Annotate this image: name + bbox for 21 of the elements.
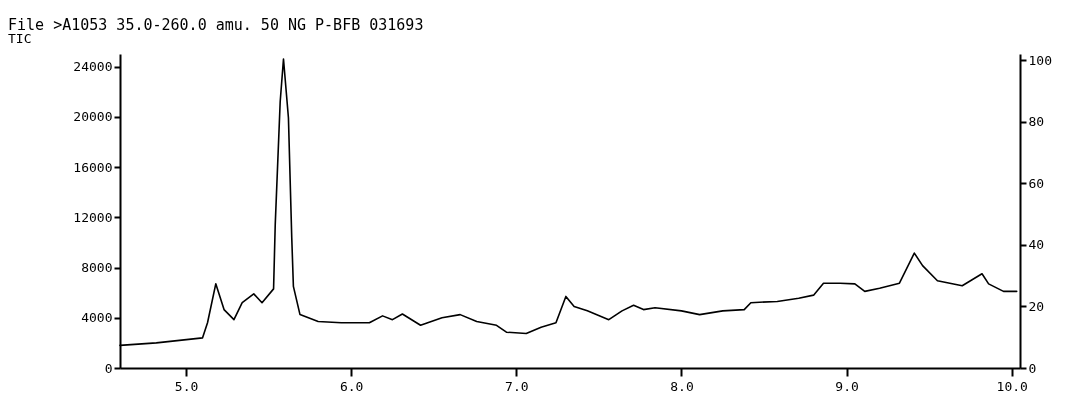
y-tick-label: 0 [104, 360, 113, 376]
chart-subtitle: TIC [8, 31, 32, 46]
chart-title: File >A1053 35.0-260.0 amu. 50 NG P-BFB 031693 [8, 16, 424, 34]
y-tick-label: 24000 [73, 59, 113, 75]
x-tick-label: 6.0 [339, 378, 364, 394]
y2-tick-label: 60 [1028, 175, 1045, 191]
x-tick-label: 8.0 [670, 378, 694, 394]
y2-tick-label: 80 [1028, 114, 1045, 130]
x-tick-label: 7.0 [505, 378, 529, 394]
y2-tick-label: 100 [1028, 52, 1052, 68]
y-tick-label: 16000 [73, 159, 113, 175]
y-tick-label: 4000 [81, 310, 113, 326]
y-tick-label: 8000 [81, 260, 113, 276]
y-tick-label: 20000 [73, 109, 113, 125]
x-tick-label: 9.0 [835, 378, 859, 394]
x-tick-label: 10.0 [996, 378, 1028, 394]
x-tick-label: 5.0 [174, 378, 199, 394]
y-tick-label: 12000 [73, 209, 113, 225]
y2-tick-label: 20 [1028, 298, 1045, 314]
y2-tick-label: 40 [1028, 237, 1045, 253]
y2-tick-label: 0 [1028, 360, 1037, 376]
